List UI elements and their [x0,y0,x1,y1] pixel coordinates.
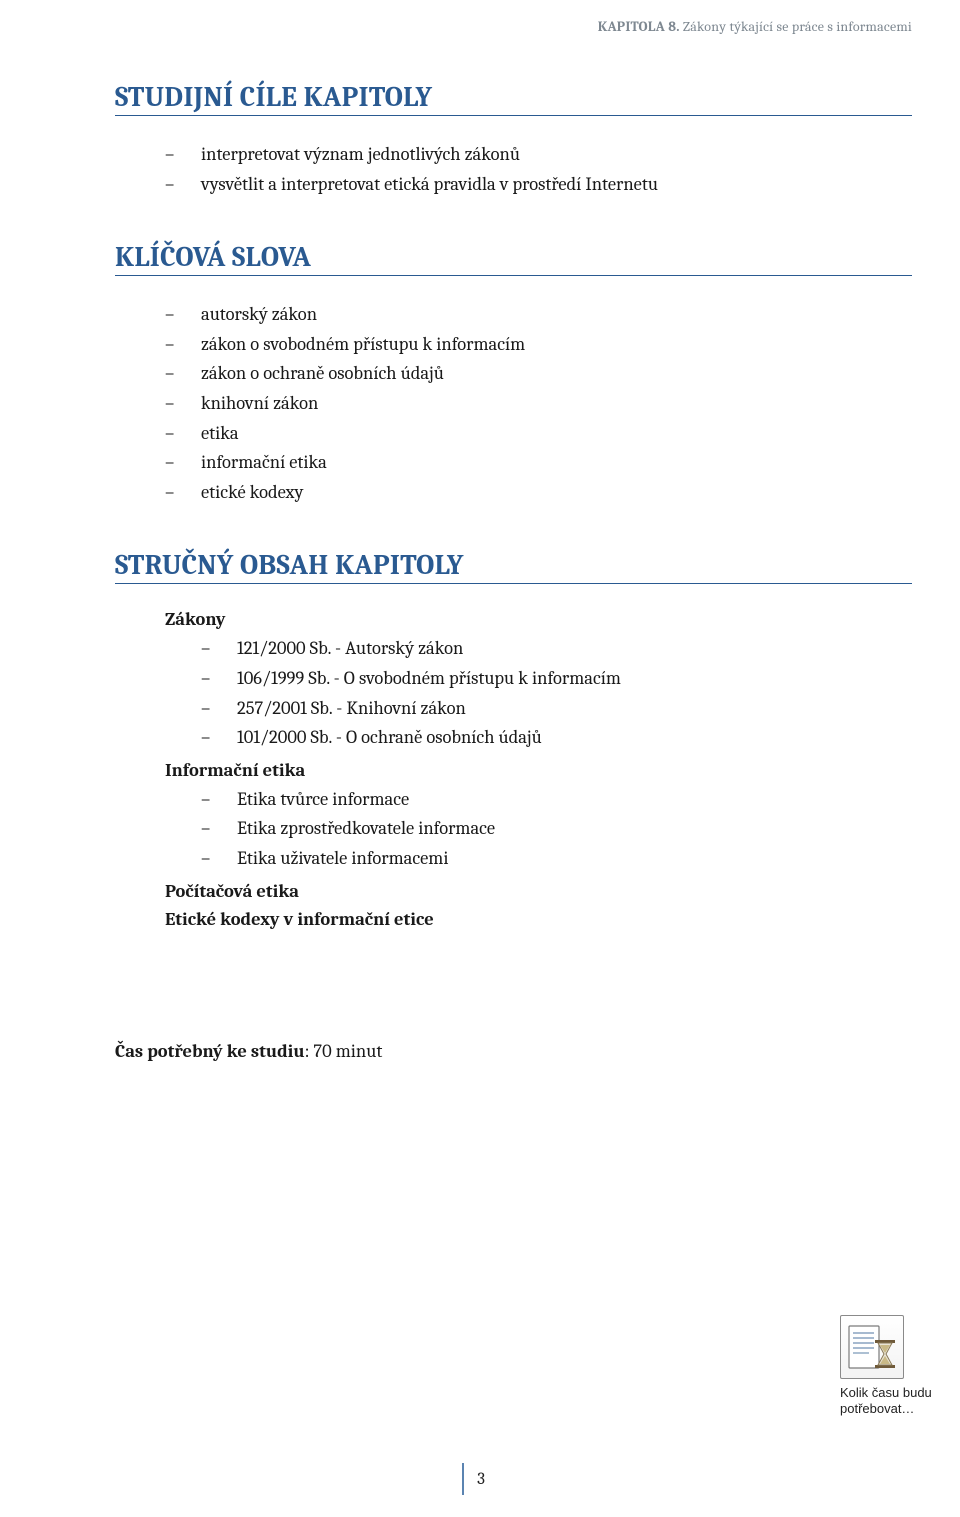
page-number: 3 [462,1463,498,1495]
study-time-label: Čas potřebný ke studiu [115,1040,305,1062]
chapter-number: KAPITOLA 8. [598,18,680,35]
list-item: Etika tvůrce informace [201,785,912,815]
hourglass-document-icon [840,1315,904,1379]
list-item: 101/2000 Sb. - O ochraně osobních údajů [201,723,912,753]
list-item: vysvětlit a interpretovat etická pravidl… [165,170,912,200]
list-item: interpretovat význam jednotlivých zákonů [165,140,912,170]
sidebar-note: Kolik času budu potřebovat… [840,1315,960,1418]
list-item: Etika uživatele informacemi [201,844,912,874]
study-time-value: : 70 minut [305,1040,383,1062]
list-item: knihovní zákon [165,389,912,419]
list-item: etika [165,419,912,449]
list-item: Etika zprostředkovatele informace [201,814,912,844]
list-item: 106/1999 Sb. - O svobodném přístupu k in… [201,664,912,694]
chapter-title: Zákony týkající se práce s informacemi [683,18,912,35]
list-item: zákon o ochraně osobních údajů [165,359,912,389]
sidebar-note-caption: Kolik času budu potřebovat… [840,1385,960,1418]
list-item: autorský zákon [165,300,912,330]
section-heading-outline: STRUČNÝ OBSAH KAPITOLY [115,549,912,584]
outline-subheading-codes: Etické kodexy v informační etice [115,908,912,930]
list-item: 257/2001 Sb. - Knihovní zákon [201,694,912,724]
goals-list: interpretovat význam jednotlivých zákonů… [115,140,912,199]
outline-laws-list: 121/2000 Sb. - Autorský zákon 106/1999 S… [115,634,912,752]
list-item: etické kodexy [165,478,912,508]
running-header: KAPITOLA 8. Zákony týkající se práce s i… [115,18,912,35]
outline-ethics-list: Etika tvůrce informace Etika zprostředko… [115,785,912,874]
keywords-list: autorský zákon zákon o svobodném přístup… [115,300,912,507]
page: KAPITOLA 8. Zákony týkající se práce s i… [0,0,960,1517]
section-heading-keywords: KLÍČOVÁ SLOVA [115,241,912,276]
list-item: informační etika [165,448,912,478]
study-time: Čas potřebný ke studiu: 70 minut [115,1040,912,1062]
list-item: zákon o svobodném přístupu k informacím [165,330,912,360]
section-heading-goals: STUDIJNÍ CÍLE KAPITOLY [115,81,912,116]
list-item: 121/2000 Sb. - Autorský zákon [201,634,912,664]
outline-subheading-laws: Zákony [115,608,912,630]
outline-subheading-computer-ethics: Počítačová etika [115,880,912,902]
outline-subheading-ethics: Informační etika [115,759,912,781]
